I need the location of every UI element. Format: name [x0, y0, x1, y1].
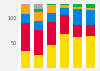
Bar — [21, 14, 30, 23]
Bar — [86, 4, 95, 8]
Bar — [86, 36, 95, 68]
Bar — [21, 4, 30, 5]
Bar — [34, 30, 43, 55]
Bar — [47, 4, 56, 5]
Bar — [86, 8, 95, 10]
Bar — [73, 7, 82, 9]
Bar — [34, 4, 43, 9]
Bar — [60, 34, 69, 68]
Bar — [60, 4, 69, 5]
Bar — [73, 4, 82, 7]
Bar — [47, 13, 56, 22]
Bar — [60, 8, 69, 15]
Bar — [47, 5, 56, 13]
Bar — [60, 5, 69, 8]
Bar — [34, 21, 43, 30]
Bar — [60, 15, 69, 34]
Bar — [34, 55, 43, 68]
Bar — [34, 12, 43, 21]
Bar — [86, 10, 95, 25]
Bar — [47, 22, 56, 45]
Bar — [34, 9, 43, 12]
Bar — [86, 25, 95, 36]
Bar — [21, 51, 30, 68]
Bar — [73, 25, 82, 37]
Bar — [47, 45, 56, 68]
Bar — [73, 37, 82, 68]
Bar — [73, 9, 82, 25]
Bar — [21, 23, 30, 51]
Bar — [21, 5, 30, 14]
